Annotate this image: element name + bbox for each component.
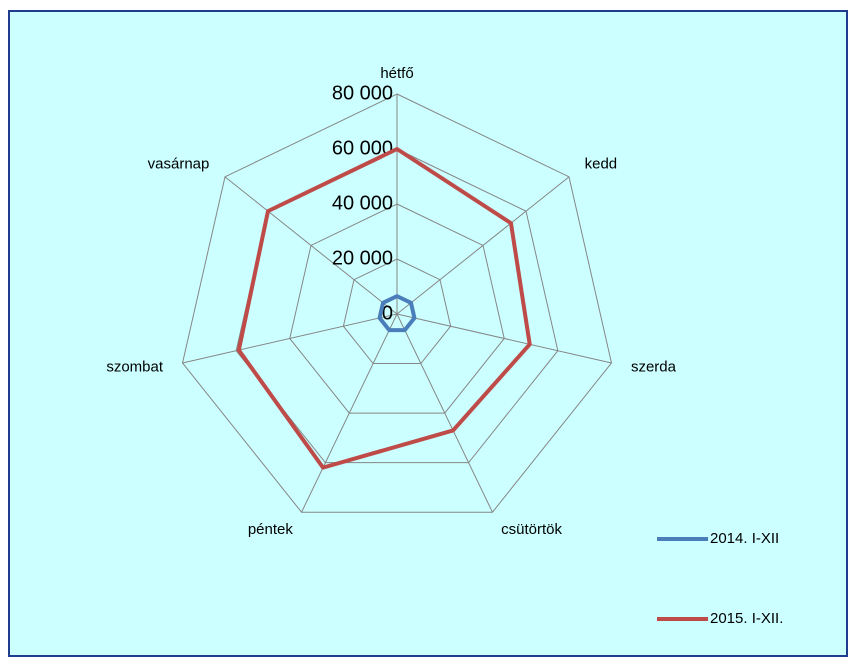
category-label: vasárnap [148,155,210,172]
y-tick-label: 40 000 [332,192,393,214]
grid-ring [181,93,613,513]
spoke [396,313,612,364]
y-tick-label: 80 000 [332,82,393,104]
spoke [224,176,398,315]
series-line [236,147,532,470]
category-label: szombat [106,358,164,375]
category-label: hétfő [380,65,413,82]
legend-label: 2015. I-XII. [710,610,783,627]
chart-frame [8,10,848,657]
category-label: szerda [631,358,677,375]
spoke [301,313,398,513]
category-label: csütörtök [501,521,562,538]
y-tick-label: 60 000 [332,137,393,159]
legend-label: 2014. I-XII [710,530,779,547]
spoke [396,313,493,513]
y-tick-label: 0 [382,302,393,324]
category-label: péntek [248,521,294,538]
grid-ring [289,203,505,414]
category-label: kedd [585,155,618,172]
spoke [396,176,570,315]
series-line [377,294,417,333]
grid-ring [342,258,452,365]
spoke [182,313,398,364]
y-tick-label: 20 000 [332,247,393,269]
